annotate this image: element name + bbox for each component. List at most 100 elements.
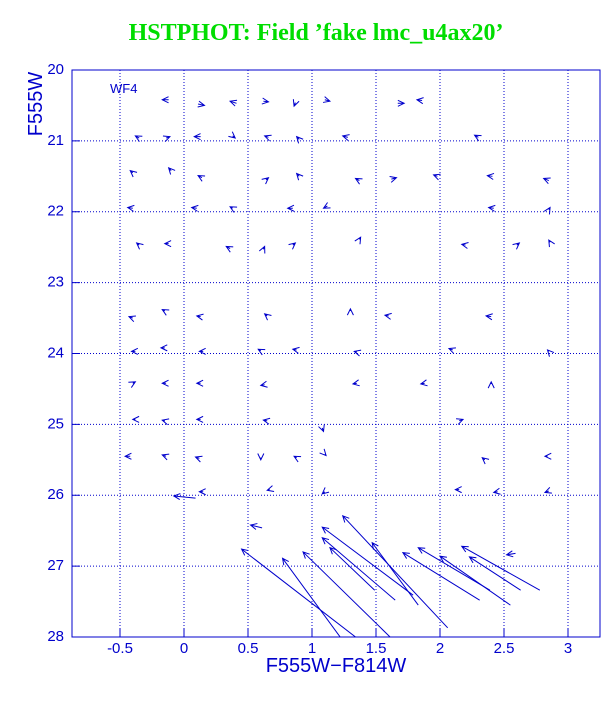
annotation: WF4 [110, 81, 137, 96]
arrow [123, 452, 132, 460]
arrow [128, 381, 137, 388]
arrow [454, 486, 462, 494]
arrow [195, 379, 204, 387]
y-tick-label: 22 [47, 203, 64, 220]
arrow [228, 99, 238, 107]
arrow [172, 493, 196, 501]
arrow [543, 206, 551, 215]
arrow [447, 347, 456, 354]
arrow [292, 99, 300, 108]
arrow [318, 424, 325, 433]
arrow [193, 133, 201, 141]
arrow [257, 348, 266, 356]
arrow [161, 418, 170, 426]
arrow [487, 204, 496, 212]
arrow [321, 537, 396, 601]
arrow [492, 487, 501, 495]
arrow [167, 166, 176, 175]
arrow [460, 545, 541, 591]
arrow [353, 349, 362, 357]
arrow [161, 96, 169, 104]
y-tick-label: 20 [47, 61, 64, 78]
arrow [295, 135, 304, 144]
arrow [460, 242, 469, 249]
x-tick-label: 0.5 [238, 640, 259, 657]
arrow [371, 541, 419, 606]
arrow [161, 379, 169, 387]
arrow [354, 236, 362, 245]
arrow [225, 245, 234, 253]
arrow [263, 134, 272, 142]
arrow [130, 347, 139, 355]
x-tick-label: 1.5 [366, 640, 387, 657]
y-tick-label: 27 [47, 557, 64, 574]
arrow [473, 134, 482, 142]
y-tick-label: 24 [47, 344, 64, 361]
y-tick-label: 26 [47, 486, 64, 503]
chart-title: HSTPHOT: Field ’fake lmc_u4ax20’ [129, 20, 504, 46]
arrow [548, 239, 555, 248]
arrow [329, 546, 376, 591]
arrow [383, 312, 392, 320]
arrow [135, 242, 144, 250]
arrow [134, 135, 143, 142]
arrow [321, 526, 414, 596]
arrow [261, 176, 270, 185]
arrow [546, 349, 555, 357]
y-tick-label: 25 [47, 415, 64, 432]
arrow [229, 206, 238, 213]
arrow [543, 452, 552, 460]
arrow [512, 242, 521, 250]
arrow [197, 175, 206, 182]
arrow [190, 204, 199, 212]
arrow [321, 487, 330, 495]
arrow [259, 380, 268, 388]
x-tick-label: 2 [436, 640, 444, 657]
arrow [468, 556, 521, 591]
arrow [486, 172, 495, 180]
arrow [341, 134, 350, 141]
arrow [397, 99, 406, 107]
arrow [302, 551, 391, 638]
arrow [240, 548, 356, 638]
arrow [354, 177, 363, 185]
x-tick-label: 2.5 [494, 640, 515, 657]
arrow [161, 453, 170, 461]
arrow [319, 448, 327, 457]
arrow [281, 557, 341, 638]
y-tick-label: 23 [47, 274, 64, 291]
arrow [263, 313, 272, 321]
arrow [262, 417, 271, 425]
arrow [415, 97, 424, 105]
y-axis-label: F555W [25, 72, 47, 137]
arrow [487, 380, 495, 389]
arrow [194, 455, 203, 463]
y-tick-label: 21 [47, 132, 64, 149]
arrow [341, 514, 449, 629]
x-tick-label: 3 [564, 640, 572, 657]
arrow [456, 418, 465, 425]
x-tick-label: -0.5 [107, 640, 133, 657]
arrow [291, 346, 300, 354]
x-axis-label: F555W−F814W [266, 655, 407, 677]
arrow [295, 172, 304, 181]
arrow [198, 347, 206, 355]
y-tick-label: 28 [47, 628, 64, 645]
arrow [432, 173, 441, 181]
arrow [131, 415, 140, 423]
arrow [322, 96, 332, 103]
arrow [228, 131, 237, 139]
arrow [127, 315, 136, 323]
arrow [322, 202, 331, 209]
arrow [542, 177, 551, 185]
arrow [258, 245, 266, 254]
arrow [351, 379, 360, 387]
arrow [266, 485, 275, 493]
arrow [439, 555, 511, 606]
arrow [346, 307, 354, 316]
arrow [419, 379, 428, 387]
arrow [288, 242, 297, 250]
arrow [195, 415, 204, 423]
arrow [286, 204, 295, 212]
